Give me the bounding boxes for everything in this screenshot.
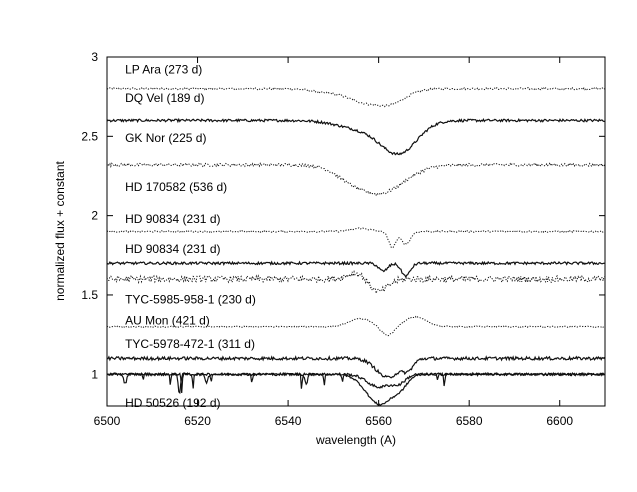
y-axis-label: normalized flux + constant bbox=[53, 160, 67, 300]
x-tick-label: 6500 bbox=[94, 414, 121, 428]
x-tick-label: 6520 bbox=[184, 414, 211, 428]
series-line bbox=[106, 117, 606, 156]
x-axis-label: wavelength (A) bbox=[315, 433, 396, 447]
series-labels: LP Ara (273 d) DQ Vel (189 d) GK Nor (225 … bbox=[125, 63, 256, 410]
y-tick-label: 1.5 bbox=[81, 288, 98, 302]
series-line bbox=[106, 269, 606, 296]
y-tick-label: 2.5 bbox=[81, 129, 98, 143]
series-line bbox=[106, 227, 606, 249]
series-label: TYC-5985-958-1 (230 d) bbox=[125, 293, 256, 307]
series-line-reference bbox=[106, 371, 606, 406]
x-tick-label: 6560 bbox=[365, 414, 392, 428]
y-tick-label: 2 bbox=[91, 209, 98, 223]
series-label: DQ Vel (189 d) bbox=[125, 91, 204, 105]
series-lines bbox=[106, 86, 606, 406]
series-label: GK Nor (225 d) bbox=[125, 131, 206, 145]
x-tick-label: 6580 bbox=[456, 414, 483, 428]
y-tick-label: 1 bbox=[91, 367, 98, 381]
series-line bbox=[106, 260, 606, 279]
series-label: HD 50526 (192 d) bbox=[125, 396, 220, 410]
series-label: HD 90834 (231 d) bbox=[125, 212, 220, 226]
series-label: HD 90834 (231 d) bbox=[125, 242, 220, 256]
series-label: TYC-5978-472-1 (311 d) bbox=[125, 337, 255, 351]
series-label: LP Ara (273 d) bbox=[125, 63, 202, 77]
series-line bbox=[106, 355, 606, 379]
y-tick-label: 3 bbox=[91, 50, 98, 64]
tick-group: 6500 6520 6540 6560 6580 6600 1 1.5 2 2.5 3 bbox=[81, 50, 605, 428]
x-tick-label: 6600 bbox=[546, 414, 573, 428]
series-label: AU Mon (421 d) bbox=[125, 313, 210, 327]
series-label: HD 170582 (536 d) bbox=[125, 180, 227, 194]
x-tick-label: 6540 bbox=[275, 414, 302, 428]
